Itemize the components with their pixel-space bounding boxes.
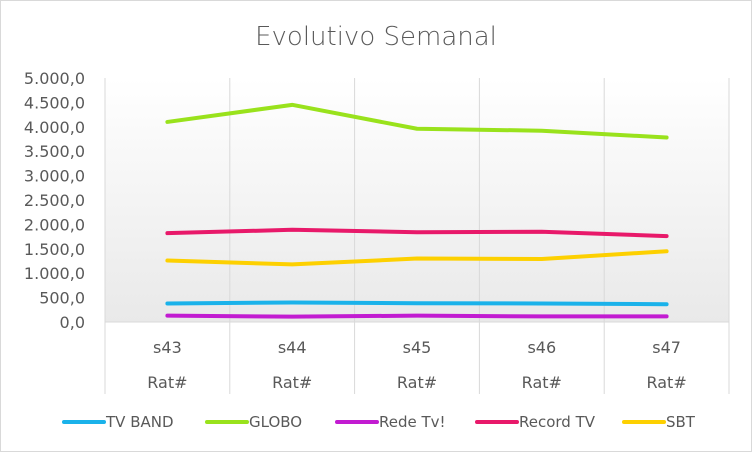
legend-label: SBT <box>666 413 696 431</box>
x-category-label: s44 <box>278 338 307 357</box>
legend-label: Record TV <box>519 413 596 431</box>
x-category-sublabel: Rat# <box>147 373 187 392</box>
plot-area <box>105 78 729 322</box>
legend-label: GLOBO <box>249 413 302 431</box>
legend: TV BAND GLOBO Rede Tv! Record TV SBT <box>62 413 696 431</box>
series-line-sbt <box>165 249 669 267</box>
x-category-sublabel: Rat# <box>272 373 312 392</box>
y-tick-label: 0,0 <box>60 313 85 332</box>
y-tick-label: 2.000,0 <box>24 215 85 234</box>
axes: 0,0 500,0 1.000,0 1.500,0 2.000,0 2.500,0 3.00… <box>24 69 729 392</box>
x-category-label: s43 <box>153 338 182 357</box>
y-tick-label: 2.500,0 <box>24 191 85 210</box>
legend-label: Rede Tv! <box>379 413 446 431</box>
series-line-tv-band <box>165 300 669 307</box>
x-category-label: s46 <box>527 338 556 357</box>
y-tick-label: 4.500,0 <box>24 93 85 112</box>
series-line-globo <box>165 102 669 140</box>
series-line-record-tv <box>165 227 669 239</box>
y-tick-label: 500,0 <box>39 289 85 308</box>
x-category-label: s45 <box>403 338 432 357</box>
legend-label: TV BAND <box>105 413 174 431</box>
x-category-label: s47 <box>652 338 681 357</box>
x-category-sublabel: Rat# <box>522 373 562 392</box>
chart-title: Evolutivo Semanal <box>255 22 497 52</box>
y-tick-label: 1.000,0 <box>24 264 85 283</box>
y-tick-label: 1.500,0 <box>24 240 85 259</box>
series-lines <box>165 102 669 319</box>
y-tick-label: 3.500,0 <box>24 142 85 161</box>
x-category-sublabel: Rat# <box>646 373 686 392</box>
y-tick-label: 4.000,0 <box>24 118 85 137</box>
y-tick-label: 5.000,0 <box>24 69 85 88</box>
y-tick-label: 3.000,0 <box>24 167 85 186</box>
series-line-rede-tv <box>165 313 669 319</box>
x-category-sublabel: Rat# <box>397 373 437 392</box>
